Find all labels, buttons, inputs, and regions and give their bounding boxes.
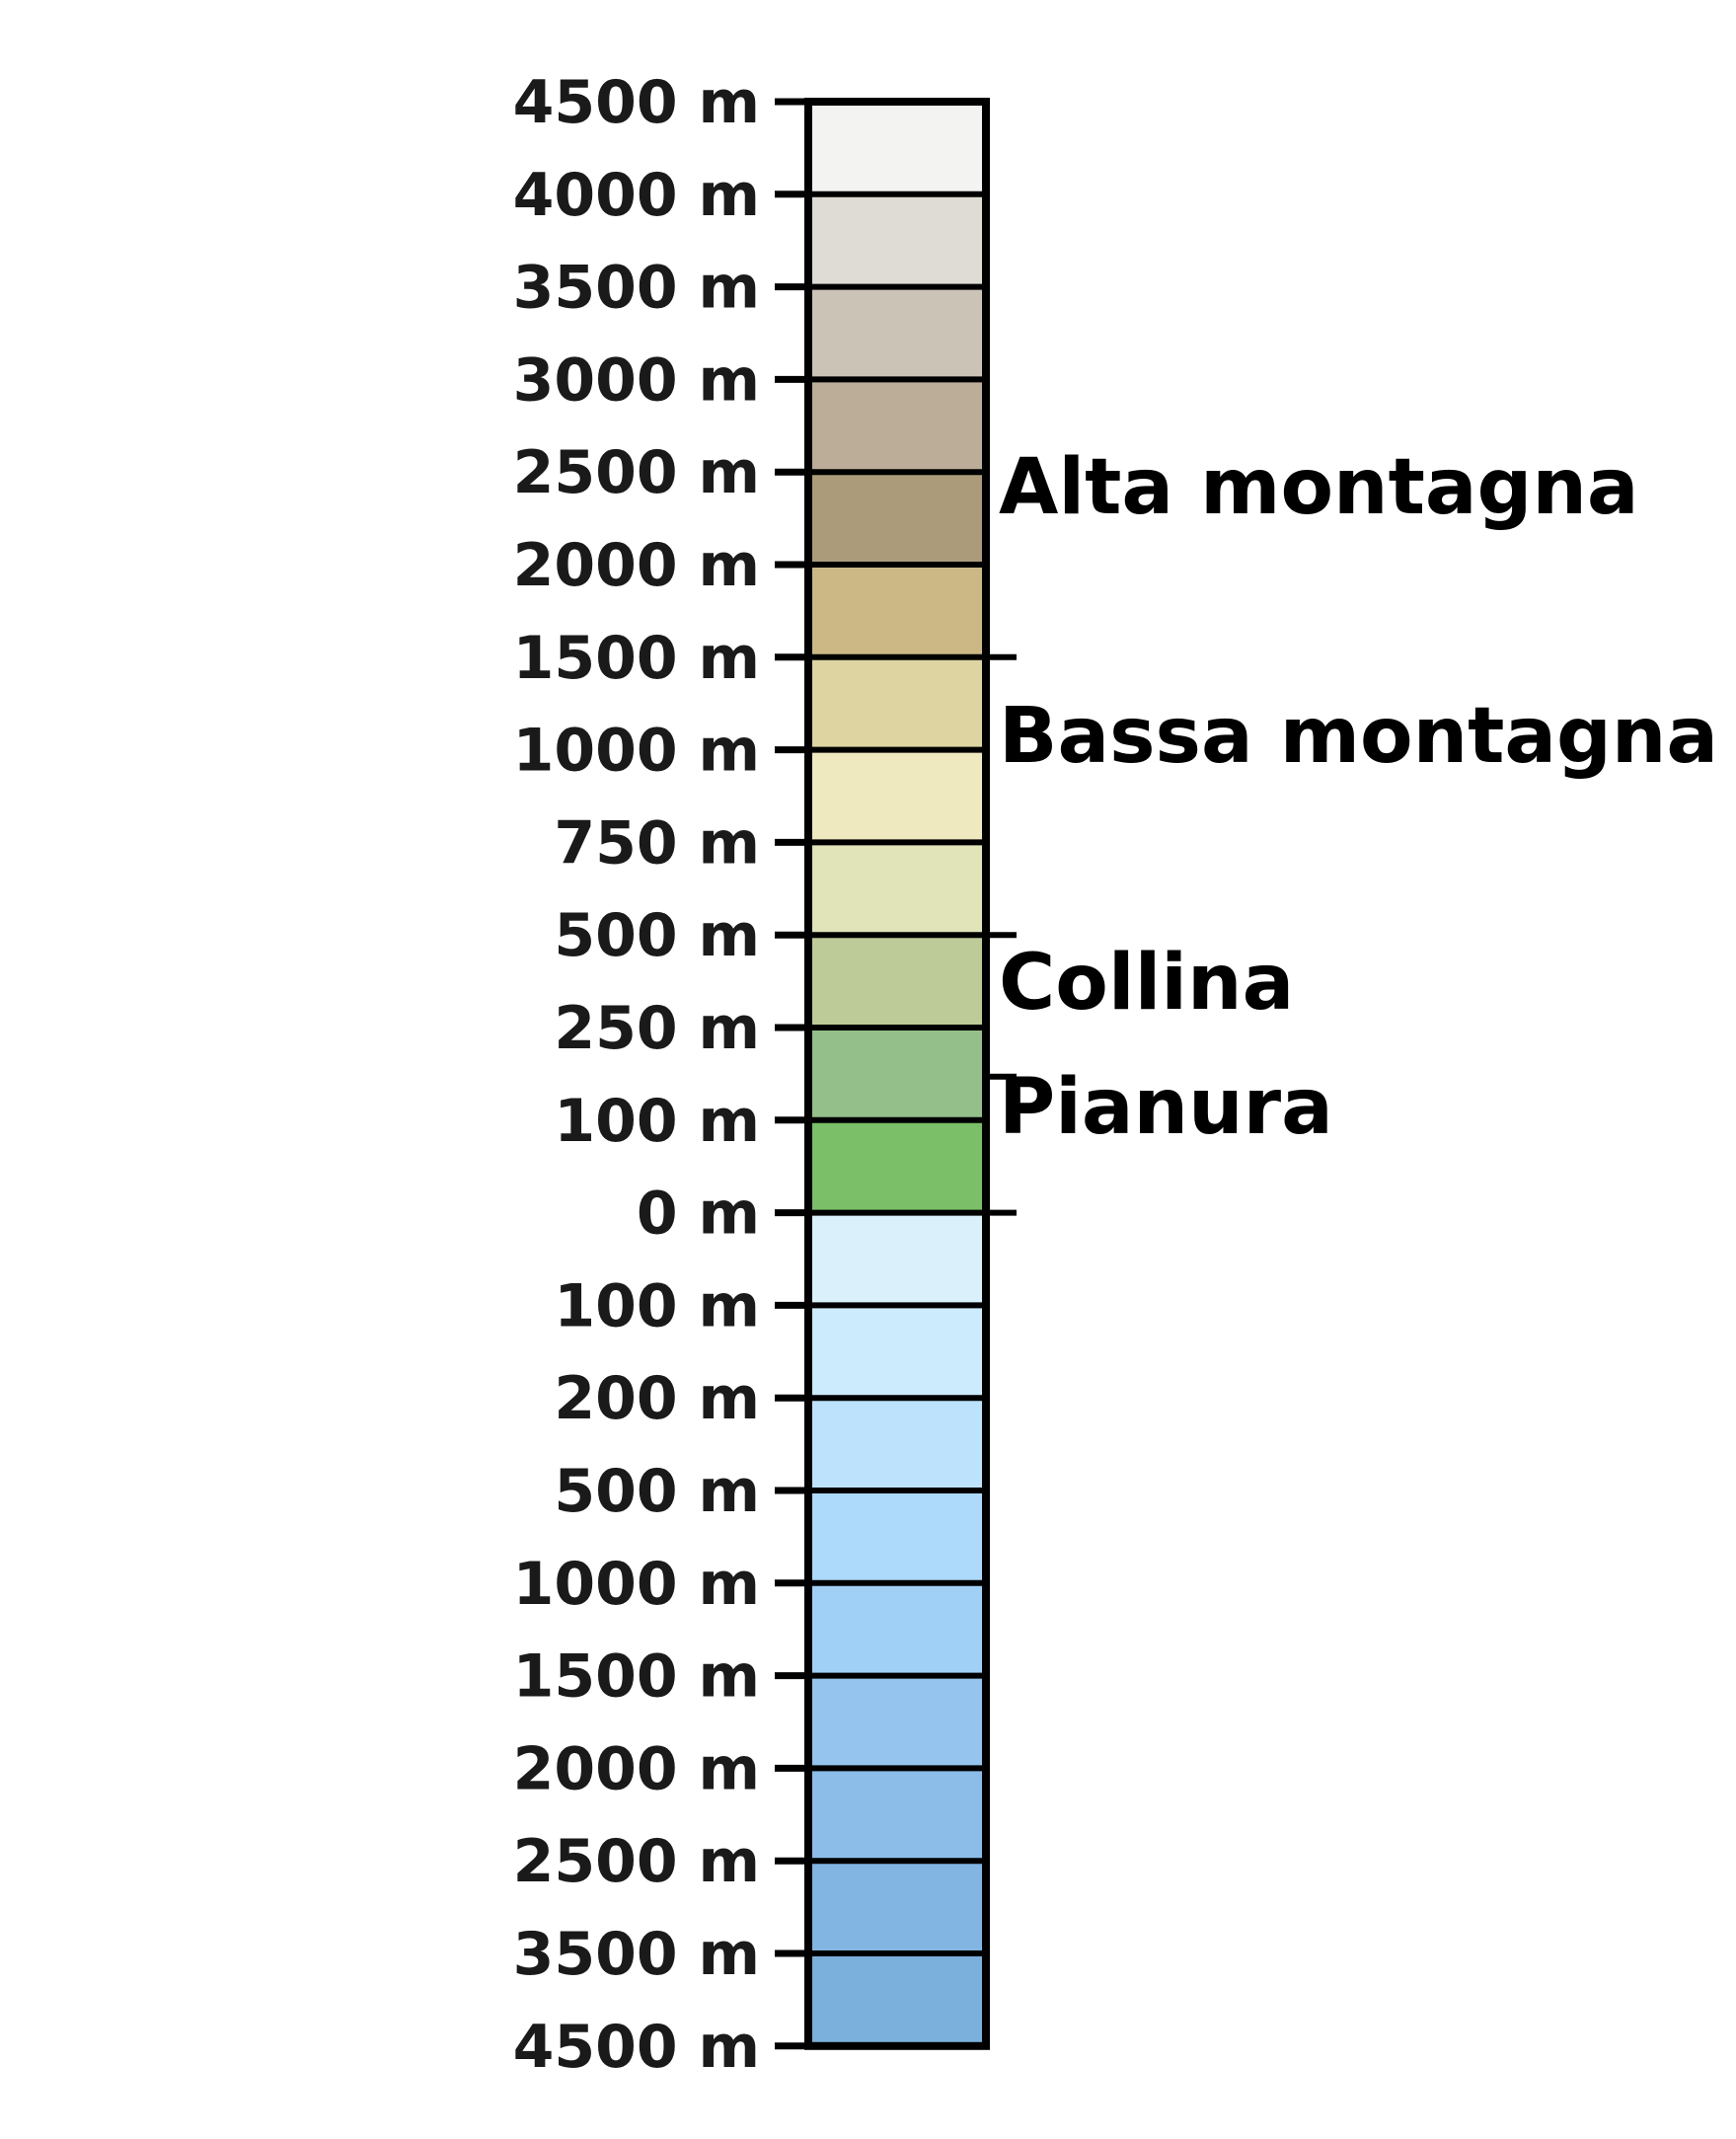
color-band: [808, 935, 986, 1028]
tick-label: 2000 m: [513, 1734, 760, 1803]
color-band: [808, 1398, 986, 1490]
color-band: [808, 1305, 986, 1399]
color-band: [808, 1028, 986, 1120]
color-band: [808, 1490, 986, 1583]
color-band: [808, 1953, 986, 2046]
tick-label: 250 m: [554, 994, 760, 1063]
tick-label: 750 m: [554, 808, 760, 878]
color-band: [808, 1675, 986, 1769]
tick-labels: 4500 m 4000 m 3500 m 3000 m 2500 m 2000 m 1500…: [513, 68, 760, 2082]
color-bands: [808, 102, 986, 2046]
tick-label: 2500 m: [513, 1827, 760, 1896]
tick-label: 1500 m: [513, 1642, 760, 1712]
color-band: [808, 102, 986, 194]
tick-label: 2000 m: [513, 531, 760, 600]
tick-label: 1000 m: [513, 1550, 760, 1619]
tick-label: 100 m: [554, 1271, 760, 1340]
zone-label: Alta montagna: [999, 443, 1639, 532]
color-band: [808, 565, 986, 657]
tick-label: 1000 m: [513, 717, 760, 786]
tick-label: 500 m: [554, 1457, 760, 1526]
color-band: [808, 1861, 986, 1953]
band-dividers: [808, 191, 986, 1956]
zone-label: Bassa montagna: [999, 692, 1718, 781]
tick-label: 3500 m: [513, 1920, 760, 1989]
tick-label: 1500 m: [513, 624, 760, 693]
color-band: [808, 472, 986, 565]
zone-label: Collina: [999, 939, 1294, 1028]
zone-label: Pianura: [999, 1063, 1333, 1152]
tick-label: 3500 m: [513, 254, 760, 323]
color-band: [808, 286, 986, 380]
color-band: [808, 379, 986, 473]
color-band: [808, 193, 986, 287]
tick-marks: [775, 98, 808, 2050]
tick-label: 200 m: [554, 1364, 760, 1433]
color-band: [808, 1212, 986, 1306]
scale-bar-frame: [804, 98, 990, 2050]
color-band: [808, 656, 986, 750]
color-band: [808, 1582, 986, 1676]
tick-label: 0 m: [637, 1180, 760, 1249]
color-band: [808, 1119, 986, 1213]
tick-label: 4500 m: [513, 2013, 760, 2082]
tick-label: 500 m: [554, 901, 760, 970]
color-band: [808, 749, 986, 843]
tick-label: 100 m: [554, 1087, 760, 1156]
tick-label: 4500 m: [513, 68, 760, 137]
tick-label: 3000 m: [513, 345, 760, 415]
tick-label: 4000 m: [513, 161, 760, 230]
tick-label: 2500 m: [513, 438, 760, 507]
color-band: [808, 1768, 986, 1862]
color-band: [808, 842, 986, 936]
zone-labels: Alta montagna Bassa montagna Collina Pianur…: [986, 443, 1718, 1216]
